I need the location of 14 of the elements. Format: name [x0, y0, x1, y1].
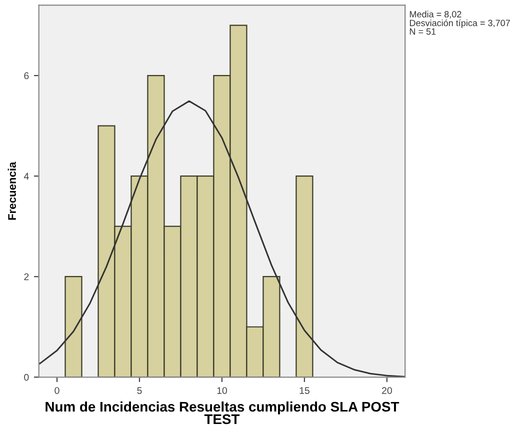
y-tick-label: 2: [24, 273, 29, 280]
text: Media = 8,02: [410, 10, 462, 18]
x-tick-label: 0: [54, 387, 60, 394]
y-axis-title: Frecuencia: [8, 162, 16, 220]
y-tick-label: 0: [24, 374, 29, 381]
text: Desviación típica = 3,707: [410, 19, 510, 28]
x-tick-label: 5: [137, 387, 142, 394]
text: N = 51: [410, 28, 436, 35]
x-tick-label: 15: [300, 387, 310, 394]
y-tick-label: 4: [24, 172, 29, 180]
x-axis-title: Num de Incidencias Resueltas cumpliendo SLA POST TEST: [46, 401, 400, 424]
y-tick-label: 6: [24, 72, 29, 80]
x-tick-label: 20: [382, 387, 392, 394]
x-tick-label: 10: [217, 387, 227, 394]
